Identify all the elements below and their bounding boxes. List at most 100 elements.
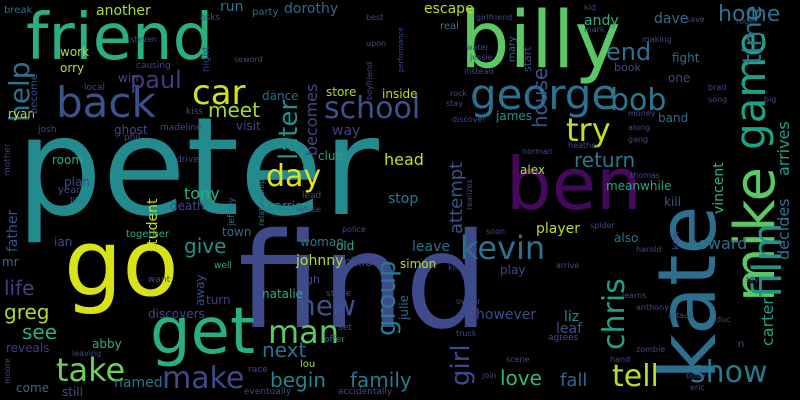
word-billy: billy xyxy=(460,0,621,86)
word-owner: owner xyxy=(456,297,481,306)
word-scene: scene xyxy=(506,355,530,364)
word-zombie: zombie xyxy=(636,345,666,354)
word-arrive: arrive xyxy=(556,261,580,270)
word-stop: stop xyxy=(388,191,419,207)
word-woman: woman xyxy=(300,235,344,249)
word-room: room xyxy=(52,153,84,167)
word-one: one xyxy=(668,71,691,85)
word-bob: bob xyxy=(610,83,667,118)
word-play: play xyxy=(500,263,526,277)
word-kim: kim xyxy=(671,231,682,250)
word-named: named xyxy=(114,375,163,391)
word-stage: stage xyxy=(326,289,351,299)
word-boyfriend: boyfriend xyxy=(365,61,374,100)
word-killed: killed xyxy=(448,263,470,272)
word-kill: kill xyxy=(664,195,681,209)
word-upon: upon xyxy=(366,39,387,48)
word-find: find xyxy=(238,205,489,359)
word-howard: howard xyxy=(688,234,748,253)
word-arrives: arrives xyxy=(774,121,793,176)
word-return: return xyxy=(574,148,636,172)
word-party: party xyxy=(252,7,279,18)
word-real: real xyxy=(440,21,459,32)
word-show: show xyxy=(690,355,768,390)
word-become: become xyxy=(29,73,40,114)
word-reveals: reveals xyxy=(6,341,50,355)
word-fight: fight xyxy=(672,51,700,65)
word-dave: dave xyxy=(654,11,689,27)
word-way: way xyxy=(332,123,361,139)
word-offer: offer xyxy=(324,335,345,345)
word-friend: friend xyxy=(26,1,214,75)
word-meanwhile: meanwhile xyxy=(606,179,672,193)
word-take: take xyxy=(56,351,126,389)
word-next: next xyxy=(262,338,307,362)
word-back: back xyxy=(56,78,156,127)
word-attack: attack xyxy=(668,311,694,320)
word-high: high xyxy=(296,273,320,286)
word-dorothy: dorothy xyxy=(284,1,339,17)
word-fall: fall xyxy=(560,370,588,391)
word-begin: begin xyxy=(270,368,326,392)
word-discovers: discovers xyxy=(148,307,205,321)
word-kiss: kiss xyxy=(186,107,204,117)
word-brad: brad xyxy=(708,83,727,92)
word-child: child xyxy=(344,255,373,269)
word-start: start xyxy=(521,46,534,72)
word-learns: learns xyxy=(622,291,647,300)
word-anthony: anthony xyxy=(636,303,669,312)
word-win: win xyxy=(118,71,139,85)
word-student: student xyxy=(145,198,161,252)
word-harold: harold xyxy=(636,245,662,254)
word-leaving: leaving xyxy=(72,349,102,358)
word-madeline: madeline xyxy=(160,123,202,133)
word-head: head xyxy=(384,150,424,169)
word-dance: dance xyxy=(262,89,299,103)
word-george: george xyxy=(470,70,618,119)
word-andy: andy xyxy=(584,13,619,29)
word-however: however xyxy=(476,307,537,323)
word-family: family xyxy=(350,368,412,392)
word-jeffrey: jeffrey xyxy=(227,197,237,226)
word-carter: carter xyxy=(758,298,777,346)
word-day: day xyxy=(266,159,322,194)
word-police: police xyxy=(342,225,366,234)
word-car: car xyxy=(192,73,246,113)
word-seword: seword xyxy=(234,55,263,64)
word-heather: heather xyxy=(568,141,600,150)
word-asks: asks xyxy=(200,13,221,23)
word-making: making xyxy=(642,35,672,44)
word-death: death xyxy=(170,199,205,213)
word-song: song xyxy=(708,95,728,104)
word-hand: hand xyxy=(610,355,631,364)
word-alex: alex xyxy=(520,163,545,177)
word-eventually: eventually xyxy=(244,387,292,397)
word-josh: josh xyxy=(38,125,57,135)
word-father: father xyxy=(5,209,21,252)
word-mother: mother xyxy=(3,143,13,176)
word-still: still xyxy=(62,385,83,399)
word-year: year xyxy=(58,185,81,196)
word-along: along xyxy=(628,123,651,132)
word-plan: plan xyxy=(64,175,90,189)
word-jessie: jessie xyxy=(470,53,493,62)
word-spider: spider xyxy=(590,221,615,230)
word-give: give xyxy=(184,234,227,258)
word-drive: drive xyxy=(176,155,199,165)
word-johnny: johnny xyxy=(296,253,344,269)
word-want: want xyxy=(148,275,171,285)
word-get: get xyxy=(150,295,256,369)
word-big: big xyxy=(764,95,777,104)
word-lou: lou xyxy=(300,359,316,370)
word-duc: duc xyxy=(716,315,731,324)
word-visit: visit xyxy=(236,119,261,133)
word-try: try xyxy=(566,111,611,149)
word-race: race xyxy=(248,365,268,375)
word-kevin: kevin xyxy=(460,229,546,267)
word-simon: simon xyxy=(400,257,437,271)
word-girl: girl xyxy=(446,344,476,386)
word-money: money xyxy=(628,109,656,118)
word-old: old xyxy=(336,239,355,253)
word-make: make xyxy=(162,361,245,396)
word-instead: instead xyxy=(464,67,494,76)
